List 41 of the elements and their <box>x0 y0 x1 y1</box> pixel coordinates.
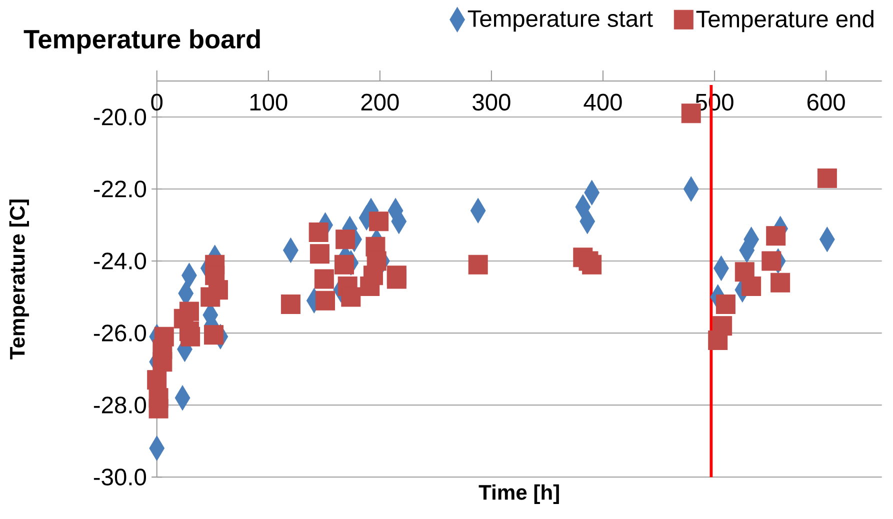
chart-title: Temperature board <box>24 29 260 54</box>
point <box>316 291 336 311</box>
point <box>334 255 354 275</box>
point <box>280 294 300 314</box>
x-tick-label: 100 <box>250 94 288 111</box>
x-tick-label: 200 <box>361 94 399 111</box>
point <box>314 270 334 289</box>
point <box>742 276 762 296</box>
x-tick-label: 600 <box>807 94 845 111</box>
y-tick-label: -24.0 <box>94 252 146 270</box>
point <box>762 251 782 271</box>
point <box>582 255 602 275</box>
point <box>817 168 837 188</box>
y-tick-label: -30.0 <box>94 468 146 486</box>
x-tick-label: 400 <box>584 94 622 111</box>
y-tick-label: -28.0 <box>94 396 146 414</box>
point <box>180 327 200 347</box>
point <box>341 288 361 307</box>
point <box>716 294 736 314</box>
x-tick-label: 0 <box>151 94 163 111</box>
point <box>766 226 786 246</box>
point <box>712 316 732 336</box>
point <box>204 325 224 345</box>
point <box>179 302 199 322</box>
y-tick-label: -22.0 <box>94 180 146 198</box>
y-axis-title: Temperature [C] <box>9 200 29 360</box>
x-axis-title: Time [h] <box>478 484 559 504</box>
legend-label: Temperature start <box>468 10 653 32</box>
point <box>386 270 406 289</box>
point <box>308 222 328 242</box>
y-tick-label: -20.0 <box>94 108 146 126</box>
point <box>369 212 389 232</box>
y-tick-label: -26.0 <box>94 324 146 342</box>
point <box>336 230 356 250</box>
point <box>148 399 168 419</box>
point <box>205 266 225 286</box>
point <box>468 255 488 275</box>
point <box>770 273 790 293</box>
x-tick-label: 300 <box>472 94 510 111</box>
point <box>310 244 330 264</box>
legend-label: Temperature end <box>696 10 874 32</box>
